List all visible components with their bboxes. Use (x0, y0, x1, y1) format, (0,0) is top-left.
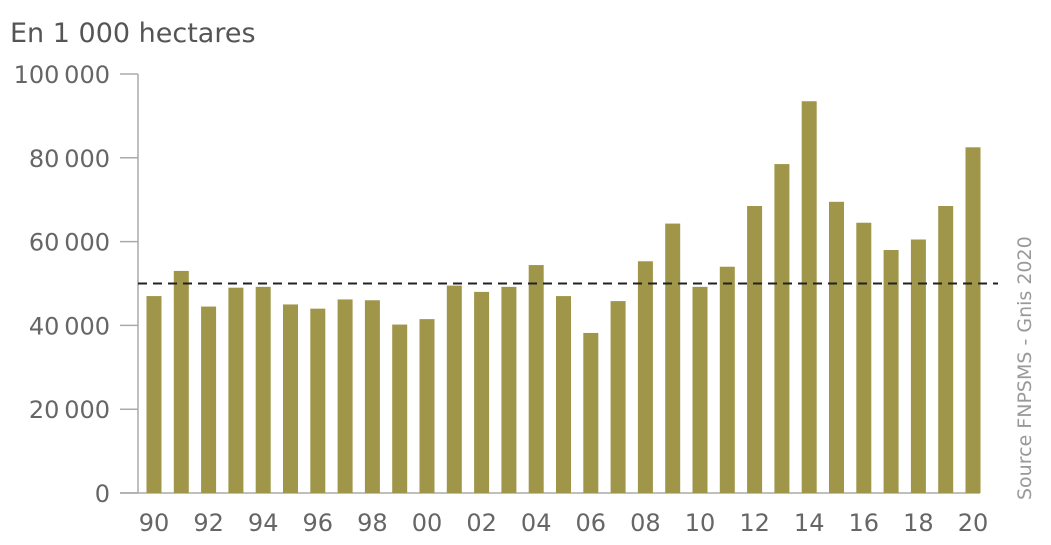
source-note: Source FNPSMS - Gnis 2020 (1014, 236, 1036, 500)
bar-2007 (610, 301, 626, 493)
bar-1998 (364, 300, 380, 493)
x-tick-label: 98 (357, 509, 388, 537)
bar-2006 (583, 332, 599, 493)
x-tick-label: 92 (193, 509, 224, 537)
bars (146, 101, 981, 494)
bar-2015 (829, 201, 844, 494)
x-tick-label: 04 (521, 509, 552, 537)
y-axis: 0 20 000 40 000 60 000 80 000 100 000 (14, 61, 139, 508)
bar-2011 (719, 266, 735, 493)
bar-2012 (747, 205, 763, 494)
y-tick-label: 0 (95, 480, 110, 508)
bar-2004 (528, 265, 544, 493)
y-tick-label: 60 000 (29, 229, 110, 257)
x-tick-label: 00 (412, 509, 443, 537)
y-tick-label: 40 000 (29, 312, 110, 340)
x-tick-label: 12 (739, 509, 770, 537)
bar-1990 (146, 296, 162, 493)
bar-2001 (446, 285, 462, 493)
bar-2003 (501, 286, 517, 493)
bar-2005 (556, 296, 571, 493)
bar-2018 (910, 239, 926, 493)
x-tick-label: 10 (685, 509, 716, 537)
bar-2020 (965, 147, 981, 493)
bar-1997 (337, 299, 353, 493)
bar-2014 (801, 101, 817, 494)
bar-1999 (392, 324, 408, 493)
y-tick-label: 20 000 (29, 396, 110, 424)
bar-2002 (474, 291, 490, 493)
bar-2010 (692, 286, 708, 493)
x-tick-label: 18 (903, 509, 934, 537)
x-axis: 90 92 94 96 98 00 02 04 06 08 10 12 14 16 18 20 (120, 492, 989, 537)
bar-2000 (419, 319, 435, 493)
y-tick-label: 80 000 (29, 145, 110, 173)
x-tick-label: 20 (958, 509, 989, 537)
unit-label: En 1 000 hectares (10, 18, 256, 49)
bar-2013 (774, 164, 790, 493)
x-tick-label: 02 (466, 509, 497, 537)
x-tick-label: 06 (576, 509, 607, 537)
bar-1996 (310, 308, 326, 493)
bar-2019 (938, 205, 954, 494)
x-tick-label: 08 (630, 509, 661, 537)
bar-1993 (228, 287, 244, 493)
x-tick-label: 16 (849, 509, 880, 537)
bar-1994 (255, 286, 271, 493)
bar-1995 (283, 304, 298, 493)
bar-1992 (201, 306, 217, 493)
bar-1991 (173, 270, 189, 493)
bar-2017 (883, 249, 899, 493)
x-tick-label: 94 (248, 509, 279, 537)
y-tick-label: 100 000 (14, 61, 110, 89)
x-tick-label: 14 (794, 509, 825, 537)
bar-2016 (856, 222, 872, 493)
bar-2009 (665, 223, 681, 493)
x-tick-label: 96 (303, 509, 334, 537)
x-tick-label: 90 (139, 509, 170, 537)
bar-2008 (637, 261, 653, 493)
